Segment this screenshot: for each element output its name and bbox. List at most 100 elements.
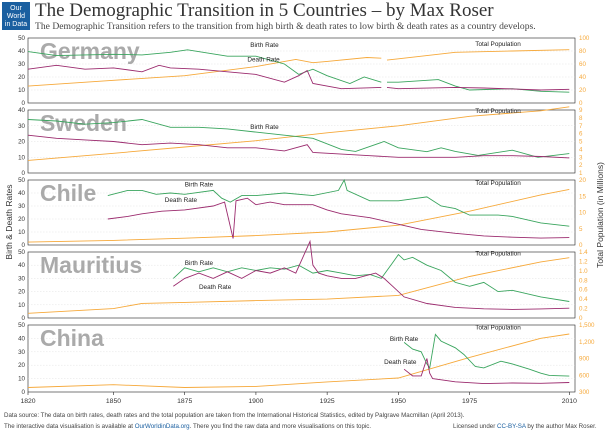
mauritius-left-tick-label: 20 xyxy=(18,289,25,296)
logo-line2: in Data xyxy=(4,21,28,28)
chile-country-label: Chile xyxy=(40,180,96,206)
chile-population-label: Total Population xyxy=(475,180,521,187)
x-tick-label: 1850 xyxy=(106,398,121,405)
license-pre: Licensed under xyxy=(453,423,498,430)
germany-right-tick-label: 60 xyxy=(579,61,586,68)
china-death-rate-line xyxy=(403,358,570,385)
sweden-right-tick-label: 4 xyxy=(579,146,583,153)
mauritius-left-tick-label: 0 xyxy=(22,315,26,322)
chile-right-tick-label: 10 xyxy=(579,210,586,217)
germany-right-tick-label: 100 xyxy=(579,35,590,42)
owid-link[interactable]: OurWorldinData.org xyxy=(134,423,190,430)
chile-left-tick-label: 10 xyxy=(18,229,25,236)
license-note: Licensed under CC-BY-SA by the author Ma… xyxy=(453,423,597,430)
chile-birth-rate-label: Birth Rate xyxy=(185,182,214,189)
sweden-right-tick-label: 1 xyxy=(579,170,583,177)
chile-birth-rate-line xyxy=(107,178,570,227)
china-panel-frame xyxy=(27,324,576,393)
sweden-right-tick-label: 9 xyxy=(579,107,583,114)
x-tick-label: 2010 xyxy=(562,398,577,405)
mauritius-left-tick-label: 10 xyxy=(18,302,25,309)
mauritius-left-tick-label: 30 xyxy=(18,275,25,282)
china-left-tick-label: 20 xyxy=(18,362,25,369)
mauritius-right-tick-label: 0.6 xyxy=(579,287,588,294)
mauritius-death-rate-line xyxy=(173,239,570,310)
chile-panel-frame xyxy=(27,179,576,246)
mauritius-right-tick-label: 0.2 xyxy=(579,306,588,313)
license-post: by the author Max Roser. xyxy=(525,423,597,430)
chile-left-tick-label: 30 xyxy=(18,203,25,210)
sweden-right-tick-label: 3 xyxy=(579,154,583,161)
china-left-tick-label: 30 xyxy=(18,349,25,356)
chile-death-rate-line xyxy=(107,197,570,239)
germany-population-label: Total Population xyxy=(475,41,521,48)
chile-right-tick-label: 0 xyxy=(579,242,583,249)
sweden-right-tick-label: 7 xyxy=(579,123,583,130)
sweden-left-tick-label: 20 xyxy=(18,139,25,146)
x-tick-label: 1925 xyxy=(320,398,335,405)
sweden-right-tick-label: 8 xyxy=(579,115,583,122)
left-axis-title: Birth & Death Rates xyxy=(4,184,14,259)
license-link[interactable]: CC-BY-SA xyxy=(497,423,526,430)
mauritius-panel-frame xyxy=(27,251,576,319)
china-death-rate-label: Death Rate xyxy=(384,359,417,366)
mauritius-right-tick-label: 0.8 xyxy=(579,277,588,284)
chile-left-tick-label: 50 xyxy=(18,177,25,184)
china-right-tick-label: 600 xyxy=(579,372,590,379)
sweden-left-tick-label: 0 xyxy=(22,170,26,177)
mauritius-right-tick-label: 0.4 xyxy=(579,296,588,303)
china-population-label: Total Population xyxy=(475,324,521,331)
germany-left-tick-label: 10 xyxy=(18,87,25,94)
right-axis-title: Total Population (in Millions) xyxy=(595,162,605,268)
germany-left-tick-label: 0 xyxy=(22,100,26,107)
china-right-tick-label: 1,500 xyxy=(579,322,595,329)
china-right-tick-label: 1,200 xyxy=(579,339,595,346)
x-tick-label: 1875 xyxy=(177,398,192,405)
germany-panel-frame xyxy=(27,37,576,104)
china-left-tick-label: 50 xyxy=(18,322,25,329)
interactive-note: The interactive data visualisation is av… xyxy=(4,423,371,430)
germany-death-rate-line xyxy=(27,64,570,91)
chile-population-line xyxy=(27,188,570,243)
germany-right-tick-label: 80 xyxy=(579,48,586,55)
mauritius-death-rate-label: Death Rate xyxy=(199,284,232,291)
owid-logo[interactable]: Our World in Data xyxy=(2,2,30,30)
page-subtitle: The Demographic Transition refers to the… xyxy=(35,21,536,32)
sweden-birth-rate-label: Birth Rate xyxy=(250,124,279,131)
china-right-tick-label: 900 xyxy=(579,356,590,363)
germany-country-label: Germany xyxy=(40,38,140,64)
mauritius-right-tick-label: 0 xyxy=(579,315,583,322)
sweden-right-tick-label: 6 xyxy=(579,131,583,138)
sweden-death-rate-line xyxy=(27,134,570,159)
x-tick-label: 1950 xyxy=(391,398,406,405)
sweden-birth-rate-line xyxy=(27,119,570,158)
mauritius-left-tick-label: 40 xyxy=(18,262,25,269)
germany-right-tick-label: 40 xyxy=(579,74,586,81)
germany-death-rate-label: Death Rate xyxy=(247,56,280,63)
germany-right-tick-label: 0 xyxy=(579,100,583,107)
germany-birth-rate-line xyxy=(27,49,570,93)
x-tick-label: 1900 xyxy=(248,398,263,405)
germany-left-tick-label: 30 xyxy=(18,61,25,68)
china-left-tick-label: 0 xyxy=(22,389,26,396)
sweden-right-tick-label: 5 xyxy=(579,139,583,146)
china-country-label: China xyxy=(40,325,104,351)
logo-line1: Our World xyxy=(6,5,26,20)
china-birth-rate-line xyxy=(403,333,570,377)
china-population-line xyxy=(27,333,570,388)
sweden-left-tick-label: 10 xyxy=(18,154,25,161)
mauritius-population-line xyxy=(27,257,570,314)
sweden-population-line xyxy=(27,106,570,161)
china-left-tick-label: 40 xyxy=(18,335,25,342)
mauritius-birth-rate-label: Birth Rate xyxy=(185,260,214,267)
chile-left-tick-label: 0 xyxy=(22,242,26,249)
mauritius-right-tick-label: 1.4 xyxy=(579,249,588,256)
sweden-right-tick-label: 2 xyxy=(579,162,583,169)
chile-left-tick-label: 20 xyxy=(18,216,25,223)
chile-right-tick-label: 20 xyxy=(579,177,586,184)
sweden-population-label: Total Population xyxy=(475,108,521,115)
germany-left-tick-label: 40 xyxy=(18,48,25,55)
germany-right-tick-label: 20 xyxy=(579,87,586,94)
china-left-tick-label: 10 xyxy=(18,376,25,383)
mauritius-country-label: Mauritius xyxy=(40,252,142,278)
